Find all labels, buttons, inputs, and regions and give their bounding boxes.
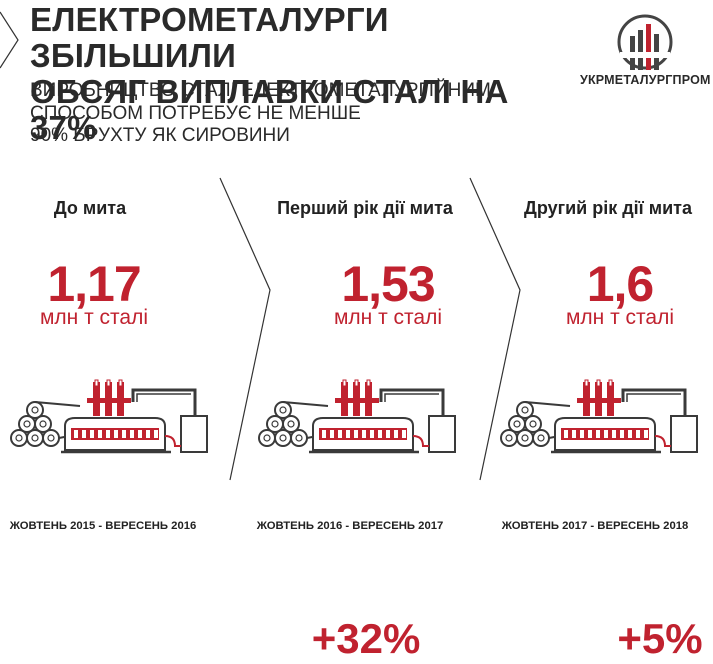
unit-year1: млн т сталі <box>333 306 443 329</box>
unit-year2: млн т сталі <box>565 306 675 329</box>
furnace-icon-before <box>5 376 220 466</box>
growth-year2: +5% <box>617 615 703 662</box>
phase-title-year1: Перший рік дії мита <box>277 198 453 218</box>
phase-title-year2: Другий рік дії мита <box>524 198 692 218</box>
furnace-icon-year2 <box>495 376 710 466</box>
value-before: 1,17 <box>47 256 141 312</box>
title-line-2: ОБСЯГ ВИПЛАВКИ СТАЛІ НА 37% <box>30 73 509 146</box>
electric-arc-furnace-icon <box>258 379 456 454</box>
phase-title-before: До мита <box>53 198 127 218</box>
subtitle-line-2: СПОСОБОМ ПОТРЕБУЄ НЕ МЕНШЕ <box>30 102 361 124</box>
value-year2: 1,6 <box>586 256 655 312</box>
title-line-1: ЕЛЕКТРОМЕТАЛУРГИ ЗБІЛЬШИЛИ <box>30 1 389 74</box>
ukrmetalurgprom-logo <box>617 14 673 70</box>
electric-arc-furnace-icon <box>10 379 208 454</box>
period-year1: ЖОВТЕНЬ 2016 - ВЕРЕСЕНЬ 2017 <box>256 520 444 532</box>
subtitle-line-3: 90% БРУХТУ ЯК СИРОВИНИ <box>30 125 290 146</box>
subtitle-line-1: ВИРОБНИЦТВО СТАЛІ ЕЛЕКТРОМЕТАЛУРГІЙНИМ <box>30 80 491 101</box>
page-title: ЕЛЕКТРОМЕТАЛУРГИ ЗБІЛЬШИЛИ ОБСЯГ ВИПЛАВК… <box>30 2 570 146</box>
period-year2: ЖОВТЕНЬ 2017 - ВЕРЕСЕНЬ 2018 <box>501 520 689 532</box>
period-before: ЖОВТЕНЬ 2015 - ВЕРЕСЕНЬ 2016 <box>9 520 197 532</box>
growth-year1: +32% <box>311 615 421 662</box>
unit-before: млн т сталі <box>39 306 149 329</box>
subtitle: ВИРОБНИЦТВО СТАЛІ ЕЛЕКТРОМЕТАЛУРГІЙНИМ С… <box>30 80 530 148</box>
furnace-icon-year1 <box>253 376 468 466</box>
value-year1: 1,53 <box>341 256 435 312</box>
electric-arc-furnace-icon <box>500 379 698 454</box>
logo-text: УКРМЕТАЛУРГПРОМ <box>580 73 711 87</box>
